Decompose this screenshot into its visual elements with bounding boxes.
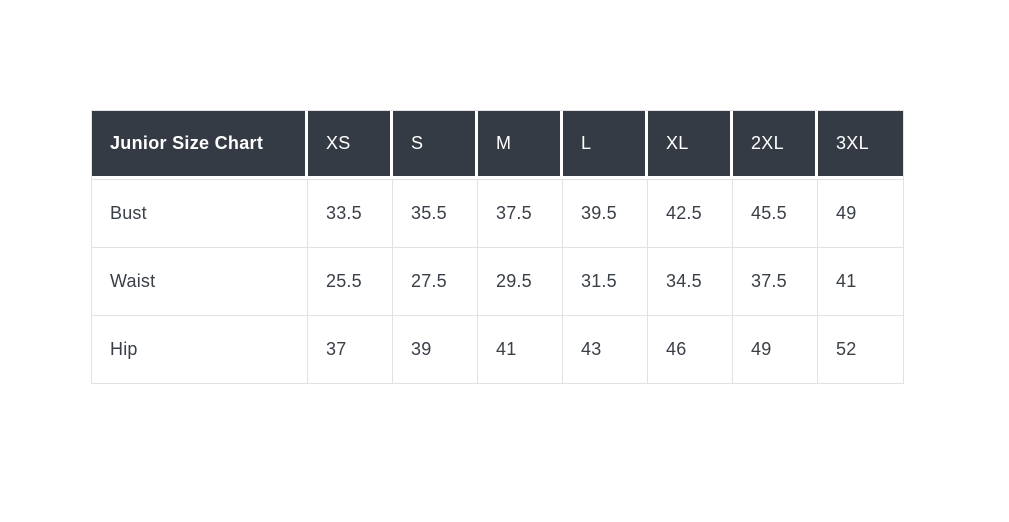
column-header-2xl: 2XL	[733, 111, 818, 179]
junior-size-chart-table: Junior Size Chart XS S M L XL 2XL 3XL Bu…	[91, 110, 904, 384]
table-cell: 31.5	[563, 247, 648, 315]
column-header-xs: XS	[308, 111, 393, 179]
column-header-xl: XL	[648, 111, 733, 179]
column-header-m: M	[478, 111, 563, 179]
table-cell: 46	[648, 315, 733, 383]
table-cell: 49	[818, 179, 903, 247]
table-cell: 43	[563, 315, 648, 383]
column-header-3xl: 3XL	[818, 111, 903, 179]
table-body: Bust 33.5 35.5 37.5 39.5 42.5 45.5 49 Wa…	[92, 179, 903, 383]
table-cell: 37	[308, 315, 393, 383]
table-title: Junior Size Chart	[92, 111, 308, 179]
header-row: Junior Size Chart XS S M L XL 2XL 3XL	[92, 111, 903, 179]
table-cell: 39.5	[563, 179, 648, 247]
table-cell: 49	[733, 315, 818, 383]
table-cell: 25.5	[308, 247, 393, 315]
column-header-s: S	[393, 111, 478, 179]
table-header: Junior Size Chart XS S M L XL 2XL 3XL	[92, 111, 903, 179]
table-cell: 41	[818, 247, 903, 315]
row-label: Waist	[92, 247, 308, 315]
table-cell: 27.5	[393, 247, 478, 315]
table-row-hip: Hip 37 39 41 43 46 49 52	[92, 315, 903, 383]
table-cell: 41	[478, 315, 563, 383]
table-cell: 39	[393, 315, 478, 383]
row-label: Bust	[92, 179, 308, 247]
table-cell: 33.5	[308, 179, 393, 247]
table-cell: 35.5	[393, 179, 478, 247]
table-row-waist: Waist 25.5 27.5 29.5 31.5 34.5 37.5 41	[92, 247, 903, 315]
table-cell: 52	[818, 315, 903, 383]
row-label: Hip	[92, 315, 308, 383]
table-cell: 29.5	[478, 247, 563, 315]
table-cell: 37.5	[478, 179, 563, 247]
table-cell: 45.5	[733, 179, 818, 247]
table-row-bust: Bust 33.5 35.5 37.5 39.5 42.5 45.5 49	[92, 179, 903, 247]
table-cell: 42.5	[648, 179, 733, 247]
table-cell: 34.5	[648, 247, 733, 315]
column-header-l: L	[563, 111, 648, 179]
table-cell: 37.5	[733, 247, 818, 315]
